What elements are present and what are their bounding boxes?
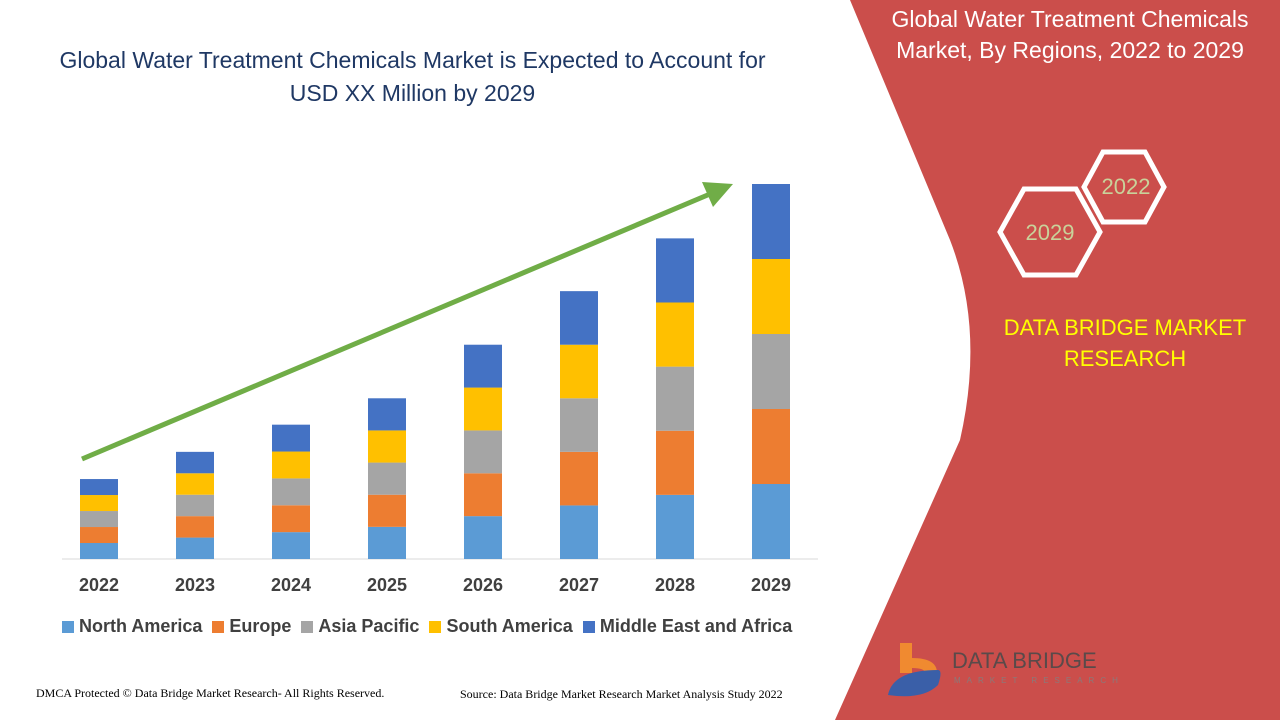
bar-segment [752, 259, 790, 334]
x-tick-label: 2024 [270, 575, 312, 595]
bar-segment [752, 334, 790, 409]
bar-segment [272, 505, 310, 533]
trend-arrow [81, 182, 733, 462]
x-tick-label: 2026 [462, 575, 504, 595]
panel-title: Global Water Treatment Chemicals Market,… [891, 6, 1249, 63]
hex-label-2029: 2029 [1025, 220, 1075, 245]
bar-segment [656, 494, 694, 559]
bar-segment [752, 484, 790, 559]
footer-source: Source: Data Bridge Market Research Mark… [460, 687, 783, 701]
bar-segment [464, 473, 502, 517]
legend-label: South America [446, 616, 573, 636]
bar-segment [272, 478, 310, 506]
bar-segment [560, 505, 598, 559]
x-tick-label: 2029 [750, 575, 792, 595]
bar-segment [80, 479, 118, 496]
logo-mark [888, 643, 941, 697]
bar-segment [176, 473, 214, 495]
bar-segment [80, 543, 118, 559]
bar-segment [464, 387, 502, 431]
bar-segment [80, 527, 118, 544]
bar-segment [176, 537, 214, 559]
legend-swatch [301, 620, 314, 633]
logo-subtext: MARKET RESEARCH [954, 676, 1124, 685]
legend-item: South America [429, 616, 573, 637]
bar-segment [272, 424, 310, 452]
bar-segment [464, 344, 502, 388]
bar-segment [176, 516, 214, 538]
legend-label: Middle East and Africa [599, 616, 793, 636]
legend-swatch [62, 620, 74, 633]
x-tick-label: 2023 [174, 575, 216, 595]
hexagon-2022 [1081, 149, 1167, 225]
page-title: Global Water Treatment Chemicals Market … [59, 47, 766, 106]
bar-segment [272, 532, 310, 559]
hexagon-2029 [997, 186, 1103, 278]
bar-segment [464, 430, 502, 474]
bar-segment [368, 430, 406, 463]
bar-segment [560, 398, 598, 452]
bar-segment [560, 291, 598, 345]
legend-label: Europe [229, 616, 292, 636]
bar-segment [80, 511, 118, 528]
bar-segment [656, 430, 694, 495]
brand-text: DATA BRIDGE MARKET RESEARCH [1003, 315, 1247, 371]
bar-segment [656, 238, 694, 303]
bar-segment [80, 495, 118, 512]
bar-segment [368, 494, 406, 527]
hex-label-2022: 2022 [1101, 174, 1151, 199]
bar-segment [656, 366, 694, 431]
legend-swatch [429, 620, 442, 633]
legend-item: Asia Pacific [301, 616, 419, 637]
red-panel [835, 0, 1280, 720]
legend-label: Asia Pacific [318, 616, 420, 636]
bar-segment [752, 184, 790, 259]
legend-item: North America [62, 616, 202, 637]
bar-segment [464, 516, 502, 559]
legend-label: North America [79, 616, 203, 636]
bars [80, 184, 790, 559]
legend-swatch [582, 620, 595, 633]
bar-segment [656, 302, 694, 367]
bar-segment [176, 494, 214, 517]
bar-segment [560, 451, 598, 506]
bar-segment [368, 462, 406, 495]
x-tick-label: 2022 [78, 575, 120, 595]
logo-text: DATA BRIDGE [952, 648, 1097, 673]
x-tick-label: 2028 [654, 575, 696, 595]
bar-segment [176, 451, 214, 474]
x-tick-label: 2025 [366, 575, 408, 595]
bar-segment [272, 451, 310, 479]
legend: North America Europe Asia Pacific South Ame… [62, 616, 792, 637]
legend-item: Europe [212, 616, 291, 637]
x-tick-label: 2027 [558, 575, 600, 595]
bar-segment [368, 526, 406, 559]
legend-swatch [212, 620, 225, 633]
bar-segment [368, 398, 406, 431]
footer-copyright: DMCA Protected © Data Bridge Market Rese… [36, 686, 385, 700]
bar-segment [560, 344, 598, 399]
bar-segment [752, 409, 790, 484]
legend-item: Middle East and Africa [582, 616, 793, 637]
